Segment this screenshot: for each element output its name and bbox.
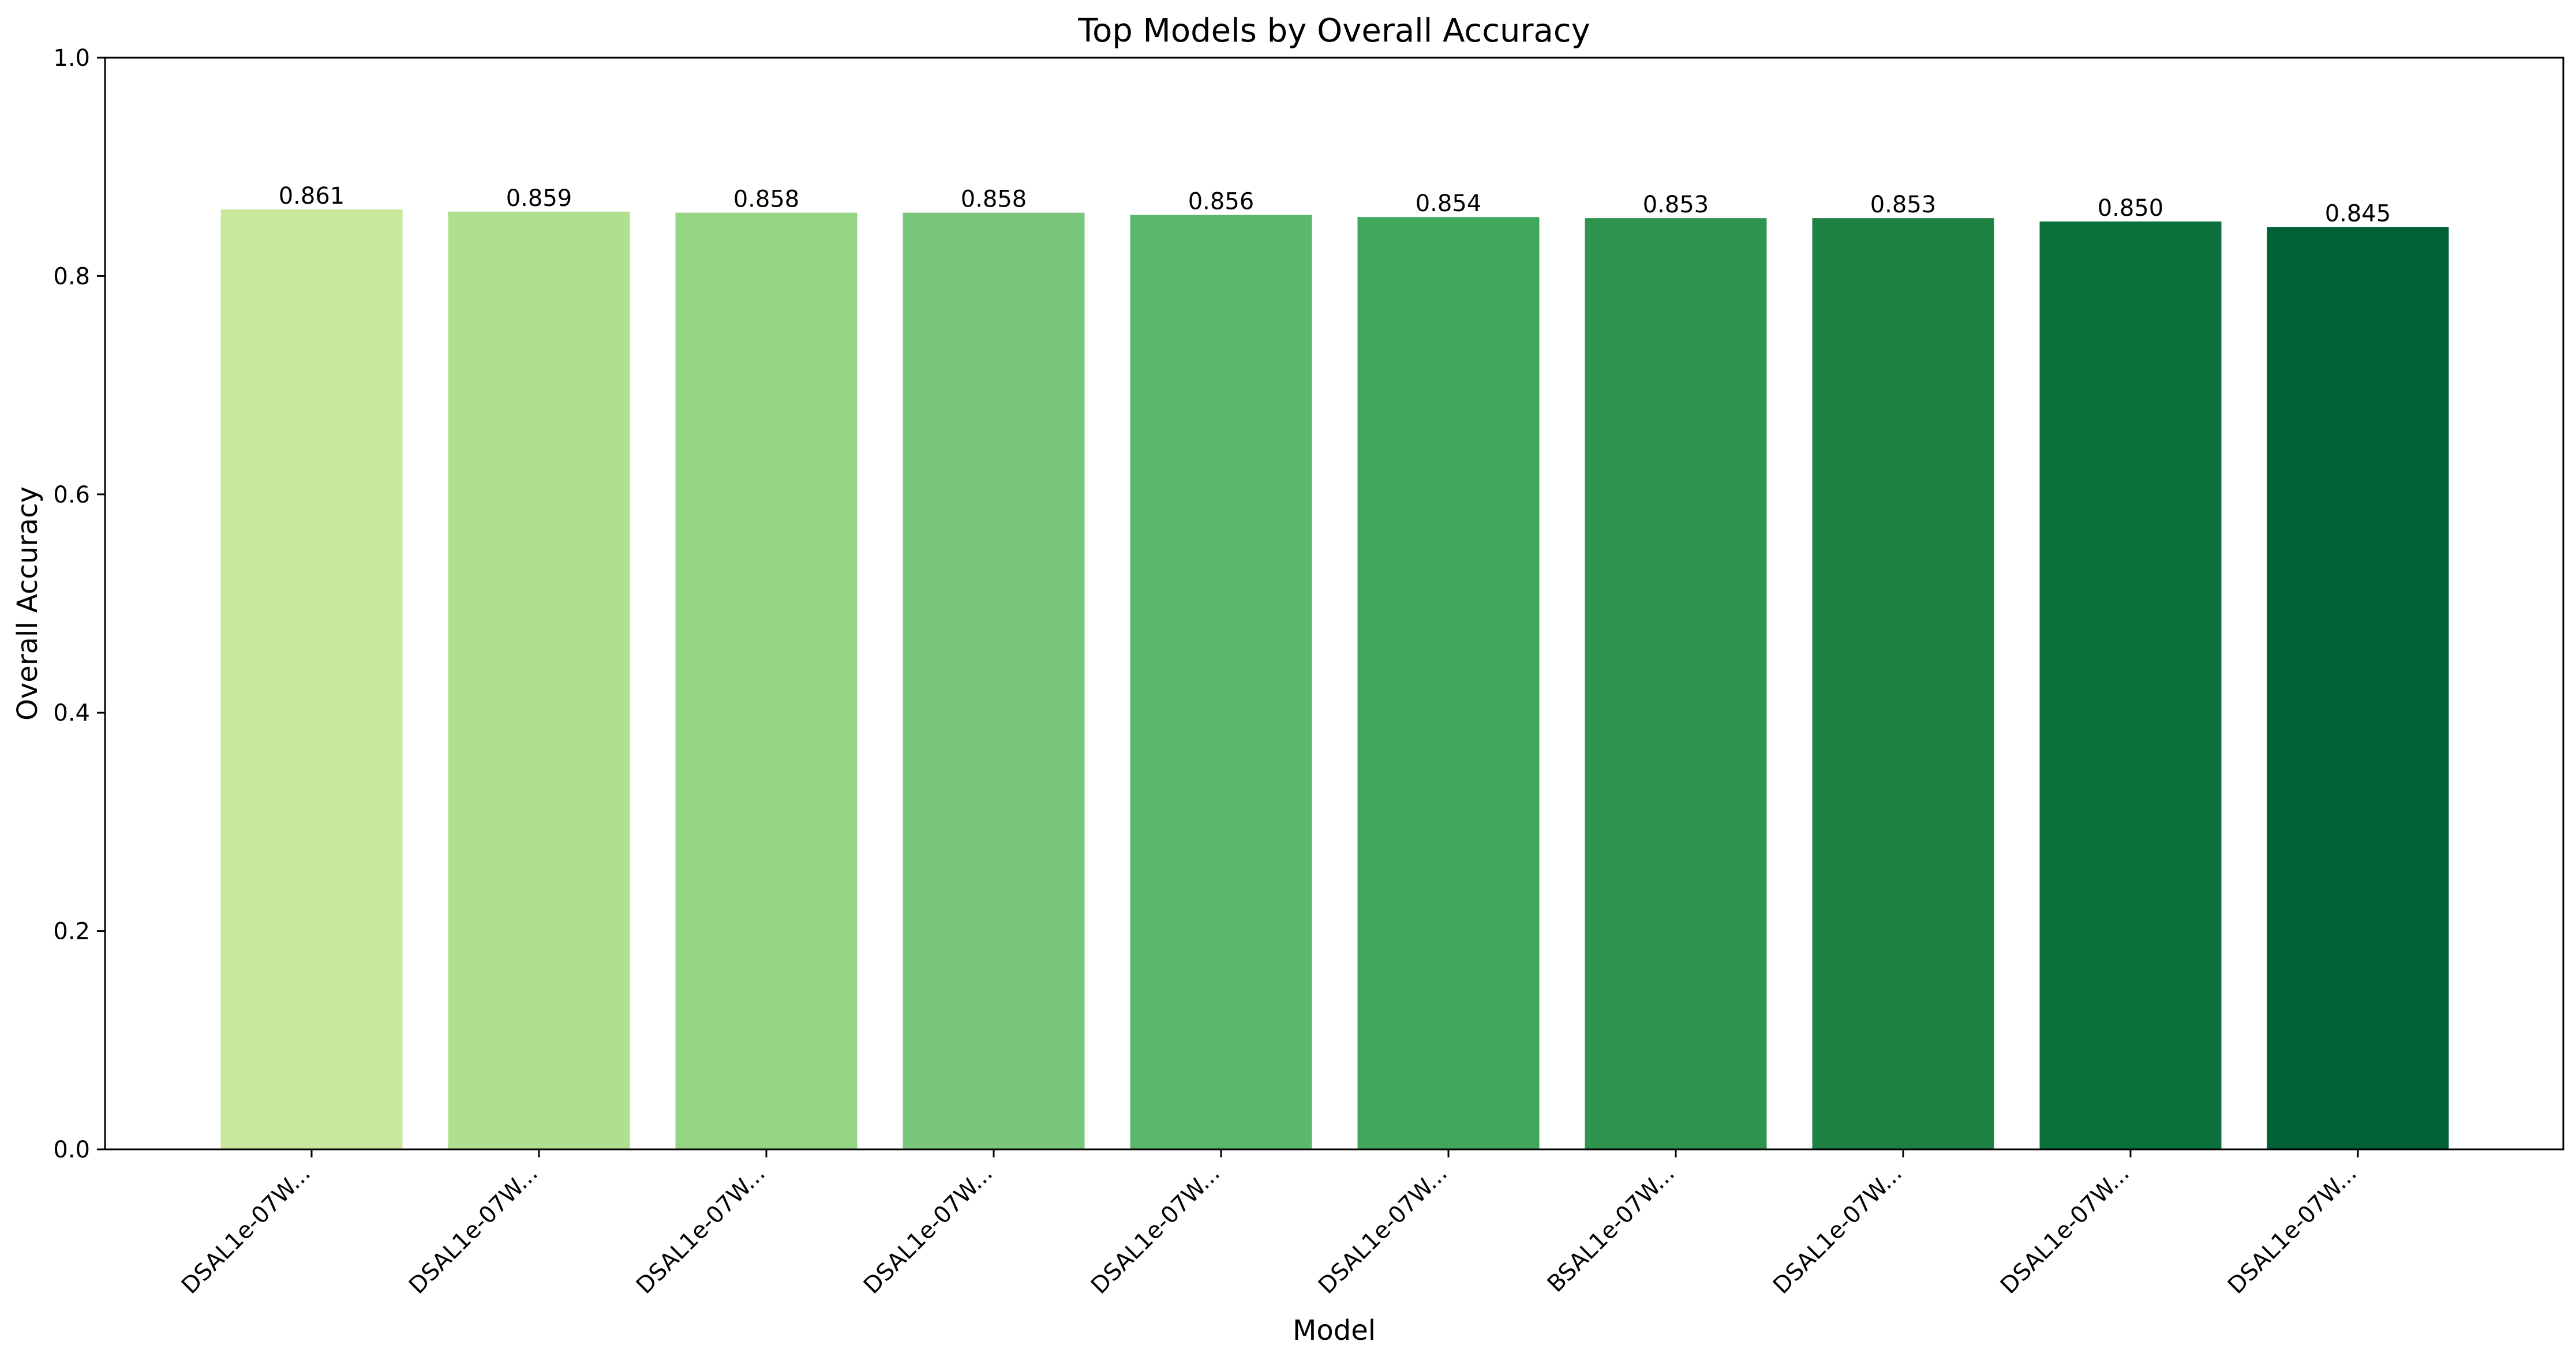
bar-value-label-5: 0.856	[1188, 188, 1255, 215]
bar-3	[675, 212, 858, 1149]
chart-title: Top Models by Overall Accuracy	[1077, 12, 1590, 50]
bar-5	[1130, 215, 1312, 1149]
value-labels-layer: 0.861 0.859 0.858 0.858 0.856 0.854 0.853 0.853…	[279, 183, 2391, 227]
y-tick-label-2: 0.2	[53, 919, 90, 945]
bars-layer	[220, 209, 2449, 1150]
bar-value-label-7: 0.853	[1643, 192, 1709, 218]
bar-9	[2039, 221, 2222, 1149]
bar-10	[2267, 227, 2449, 1149]
bar-2	[448, 211, 630, 1150]
bar-1	[220, 209, 403, 1149]
bar-value-label-3: 0.858	[733, 186, 800, 213]
x-axis-label: Model	[1293, 1314, 1376, 1347]
y-tick-label-1: 0.0	[53, 1137, 90, 1163]
plot-frame	[104, 57, 2564, 1151]
bar-value-label-8: 0.853	[1870, 192, 1937, 218]
bar-value-label-10: 0.845	[2325, 200, 2391, 227]
bar-6	[1357, 217, 1540, 1150]
bar-7	[1585, 218, 1767, 1149]
bar-value-label-6: 0.854	[1416, 190, 1482, 217]
bar-value-label-9: 0.850	[2098, 195, 2164, 222]
y-tick-label-3: 0.4	[53, 700, 90, 726]
y-axis-label: Overall Accuracy	[12, 486, 44, 721]
y-tick-label-4: 0.6	[53, 482, 90, 508]
bar-value-label-4: 0.858	[961, 186, 1027, 213]
y-axis: 0.0 0.2 0.4 0.6 0.8 1.0	[53, 45, 105, 1163]
bar-8	[1812, 218, 1994, 1149]
bar-value-label-1: 0.861	[279, 183, 345, 209]
y-tick-label-6: 1.0	[53, 45, 90, 72]
bar-4	[903, 212, 1085, 1149]
bar-value-label-2: 0.859	[506, 185, 572, 212]
y-tick-label-5: 0.8	[53, 263, 90, 290]
